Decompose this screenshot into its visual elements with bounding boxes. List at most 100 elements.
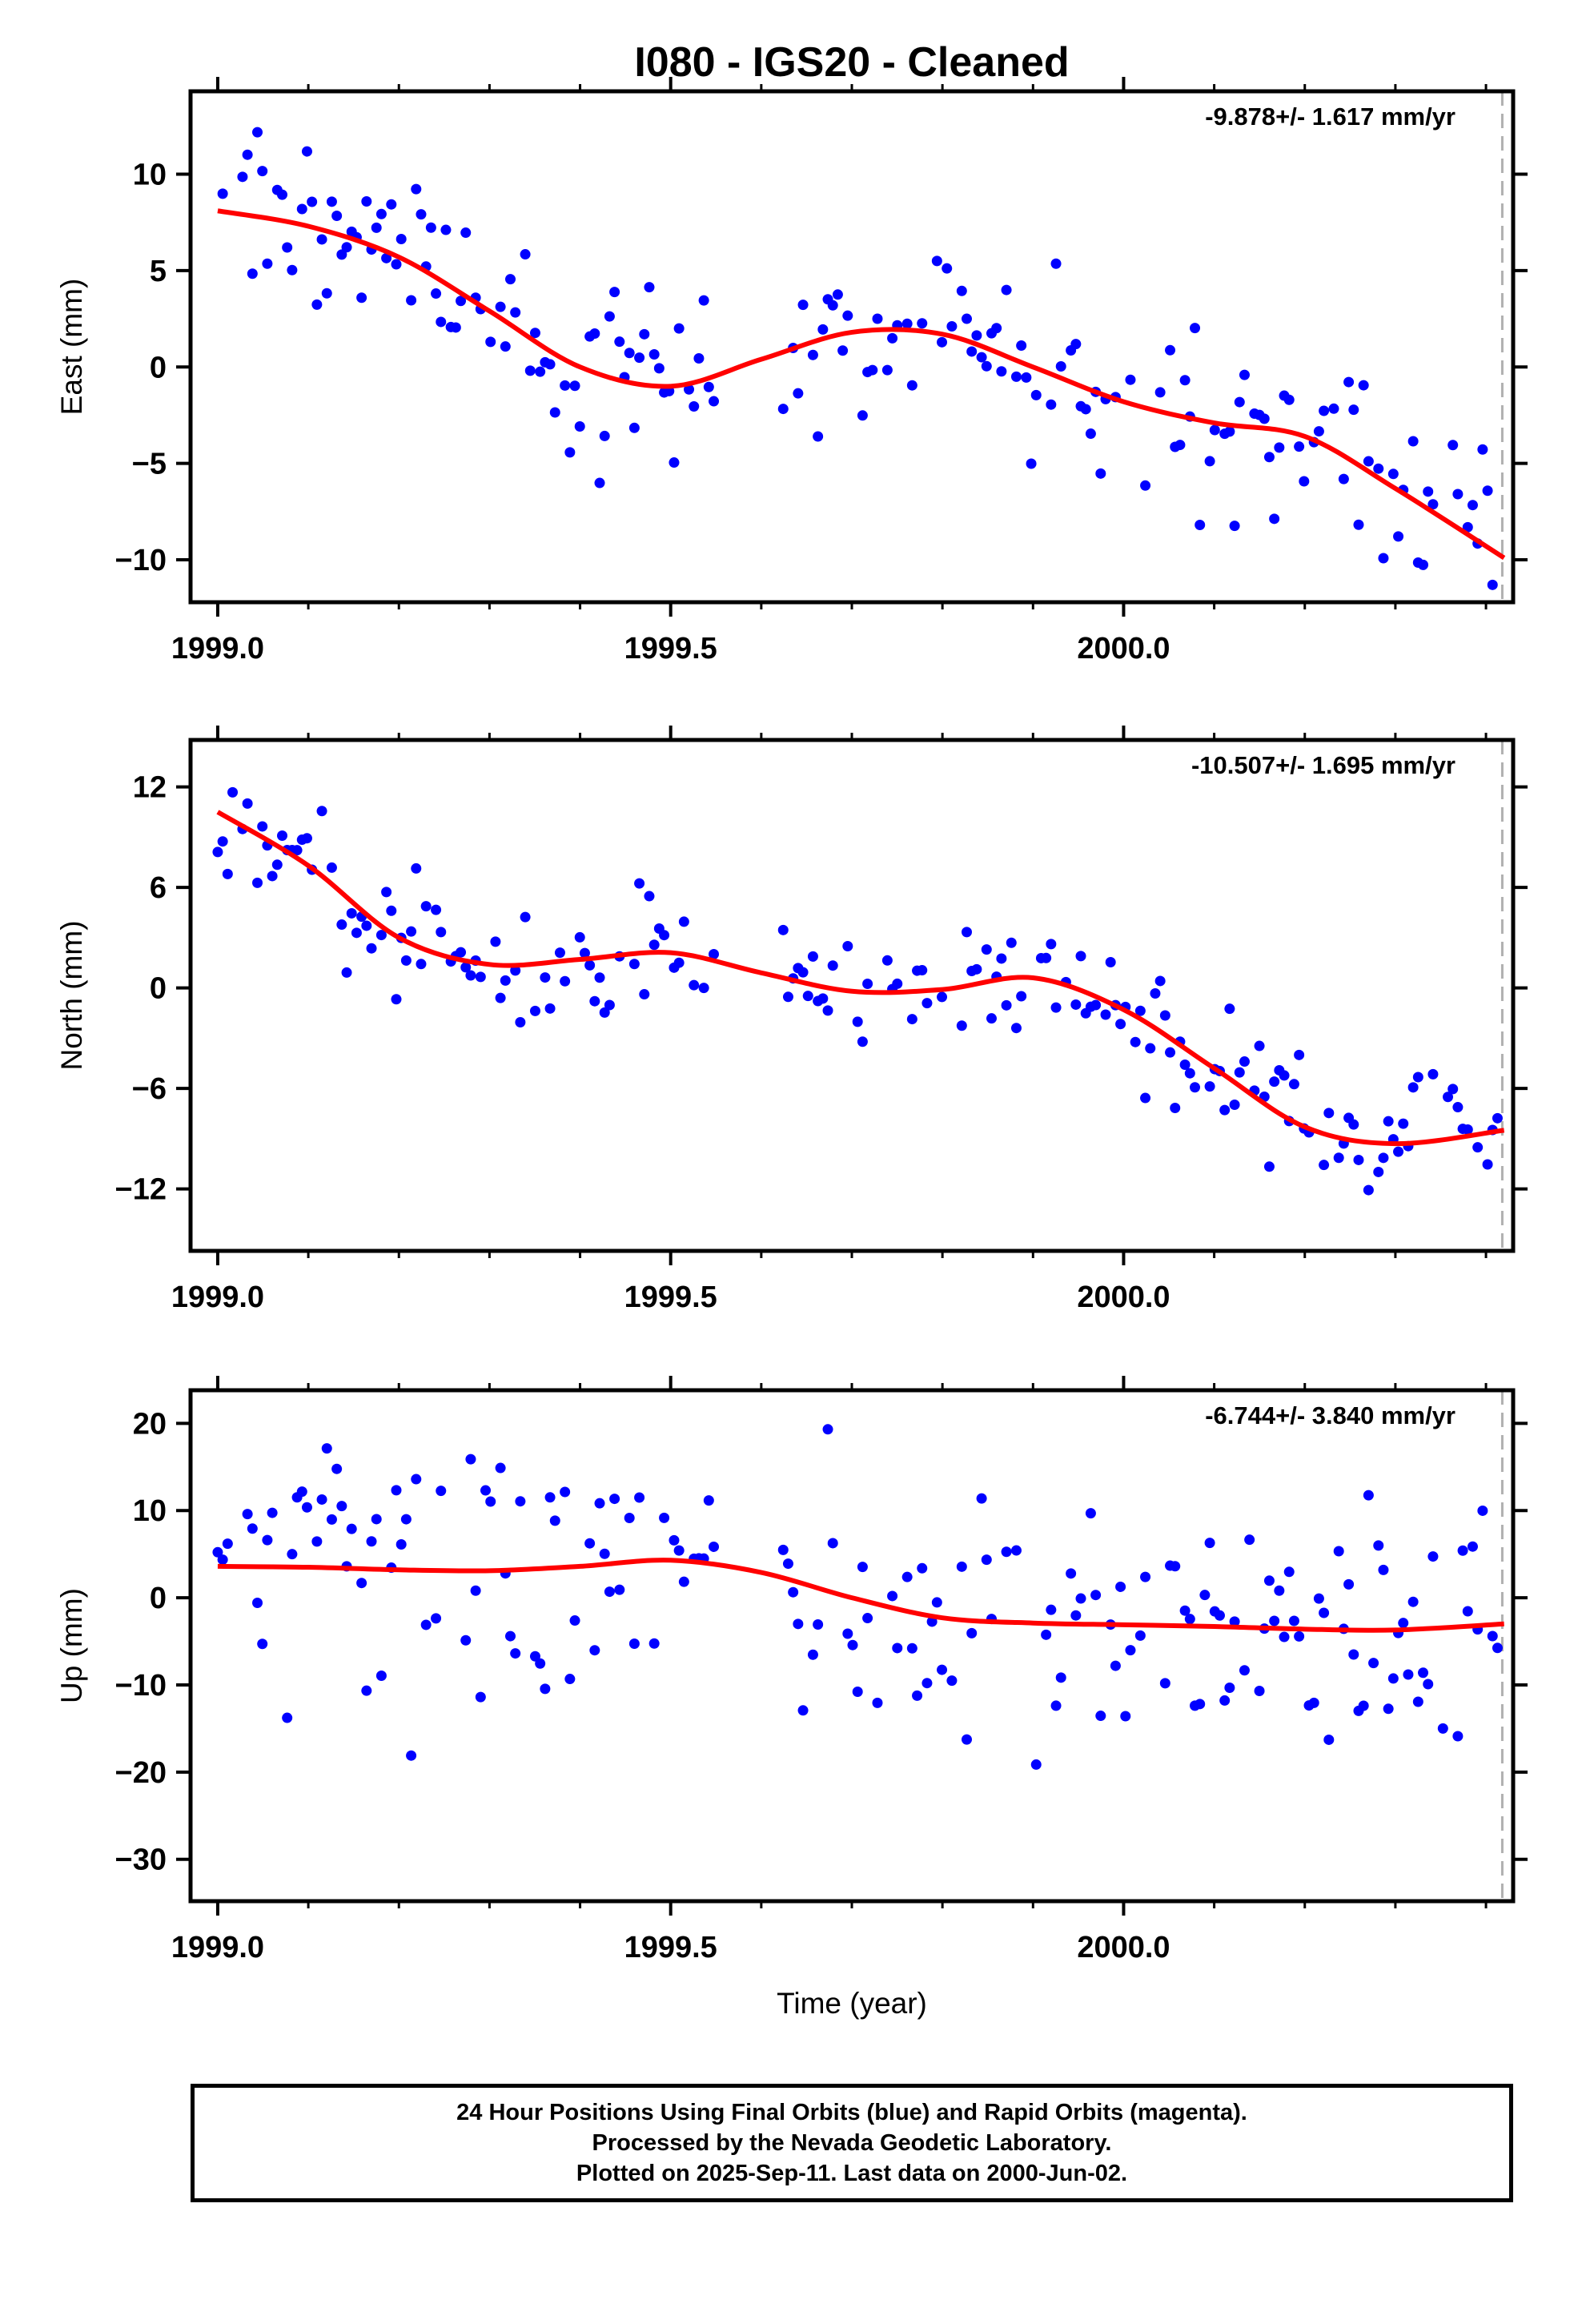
data-point bbox=[777, 404, 789, 415]
data-point bbox=[1462, 1606, 1473, 1617]
y-tick-label: −10 bbox=[115, 1669, 167, 1703]
data-point bbox=[604, 1586, 615, 1598]
data-point bbox=[564, 1674, 576, 1685]
x-axis-label: Time (year) bbox=[777, 1987, 927, 2020]
data-point bbox=[416, 209, 427, 220]
data-point bbox=[257, 1638, 268, 1650]
data-point bbox=[356, 1578, 367, 1589]
data-point bbox=[1204, 1538, 1215, 1549]
data-point bbox=[257, 821, 268, 832]
data-point bbox=[1412, 1696, 1423, 1707]
data-point bbox=[311, 1536, 323, 1547]
data-point bbox=[793, 1618, 804, 1630]
data-point bbox=[301, 833, 312, 844]
data-point bbox=[1482, 1159, 1493, 1170]
footer-caption-box: 24 Hour Positions Using Final Orbits (bl… bbox=[191, 2084, 1513, 2202]
data-point bbox=[1140, 1092, 1151, 1104]
data-point bbox=[887, 332, 898, 344]
data-point bbox=[316, 1494, 327, 1505]
data-point bbox=[495, 1462, 506, 1474]
data-point bbox=[1090, 999, 1102, 1011]
data-point bbox=[1319, 405, 1330, 416]
data-point bbox=[1085, 1508, 1096, 1519]
data-point bbox=[1427, 1068, 1439, 1080]
data-point bbox=[881, 955, 893, 966]
y-tick-label: −30 bbox=[115, 1844, 167, 1877]
data-point bbox=[1348, 1119, 1359, 1130]
data-point bbox=[456, 296, 467, 307]
data-point bbox=[1308, 1697, 1319, 1708]
data-point bbox=[1263, 1575, 1275, 1586]
data-point bbox=[217, 836, 228, 847]
data-point bbox=[1294, 441, 1305, 452]
data-point bbox=[1229, 1616, 1240, 1627]
data-point bbox=[247, 1523, 258, 1534]
data-point bbox=[431, 1613, 442, 1624]
data-point bbox=[1457, 1545, 1468, 1556]
data-point bbox=[931, 1597, 942, 1608]
data-point bbox=[411, 862, 422, 874]
data-point bbox=[1254, 1685, 1265, 1696]
data-point bbox=[1199, 1590, 1211, 1601]
data-point bbox=[549, 407, 560, 418]
data-point bbox=[842, 941, 853, 952]
data-point bbox=[515, 1496, 526, 1507]
data-point bbox=[1050, 1700, 1062, 1711]
data-point bbox=[296, 1486, 307, 1498]
data-point bbox=[1066, 1568, 1077, 1579]
x-tick-label: 1999.5 bbox=[624, 632, 717, 665]
data-point bbox=[1452, 1731, 1464, 1742]
data-point bbox=[1239, 1665, 1250, 1676]
data-point bbox=[962, 313, 973, 324]
data-point bbox=[386, 905, 397, 916]
data-point bbox=[1195, 520, 1206, 531]
data-point bbox=[1259, 413, 1270, 424]
data-point bbox=[639, 989, 650, 1000]
data-point bbox=[336, 1501, 347, 1512]
y-tick-label: 6 bbox=[150, 871, 167, 905]
data-point bbox=[1170, 1561, 1181, 1572]
data-point bbox=[1219, 1104, 1231, 1116]
data-point bbox=[1001, 999, 1012, 1011]
data-point bbox=[634, 878, 645, 889]
data-point bbox=[981, 360, 992, 372]
data-point bbox=[976, 352, 987, 363]
data-point bbox=[212, 1546, 223, 1558]
data-point bbox=[1443, 1092, 1454, 1103]
panel-north: 1999.0 1999.5 2000.0 −12 −6 0 6 12 North (mm) -10… bbox=[55, 726, 1528, 1314]
data-point bbox=[406, 295, 417, 306]
data-point bbox=[644, 891, 655, 902]
data-point bbox=[689, 400, 700, 412]
data-point bbox=[1412, 1072, 1423, 1083]
data-point bbox=[1492, 1642, 1503, 1654]
data-point bbox=[1224, 1683, 1235, 1694]
data-point bbox=[1279, 1631, 1290, 1642]
data-point bbox=[406, 1750, 417, 1761]
data-point bbox=[217, 188, 228, 199]
data-point bbox=[1080, 404, 1091, 415]
data-point bbox=[287, 1549, 298, 1560]
data-point bbox=[271, 859, 283, 870]
x-tick-label: 2000.0 bbox=[1077, 1281, 1170, 1314]
data-point bbox=[1095, 1711, 1106, 1722]
data-point bbox=[321, 1443, 332, 1454]
data-point bbox=[276, 189, 287, 200]
data-point bbox=[917, 318, 928, 329]
data-point bbox=[807, 1649, 818, 1660]
data-point bbox=[475, 971, 486, 983]
data-point bbox=[654, 1378, 665, 1389]
y-tick-label: 0 bbox=[150, 972, 167, 1006]
x-tick-label: 1999.0 bbox=[171, 1281, 264, 1314]
data-point bbox=[703, 381, 714, 392]
data-point bbox=[242, 1509, 253, 1520]
data-point bbox=[1378, 1152, 1389, 1164]
data-point bbox=[262, 258, 273, 269]
data-point bbox=[252, 1597, 263, 1608]
data-point bbox=[1184, 1068, 1195, 1079]
data-point bbox=[1050, 258, 1062, 269]
data-point bbox=[425, 222, 436, 233]
data-point bbox=[991, 323, 1002, 334]
data-point bbox=[921, 998, 933, 1009]
data-point bbox=[917, 965, 928, 976]
y-tick-label: −6 bbox=[132, 1072, 167, 1106]
